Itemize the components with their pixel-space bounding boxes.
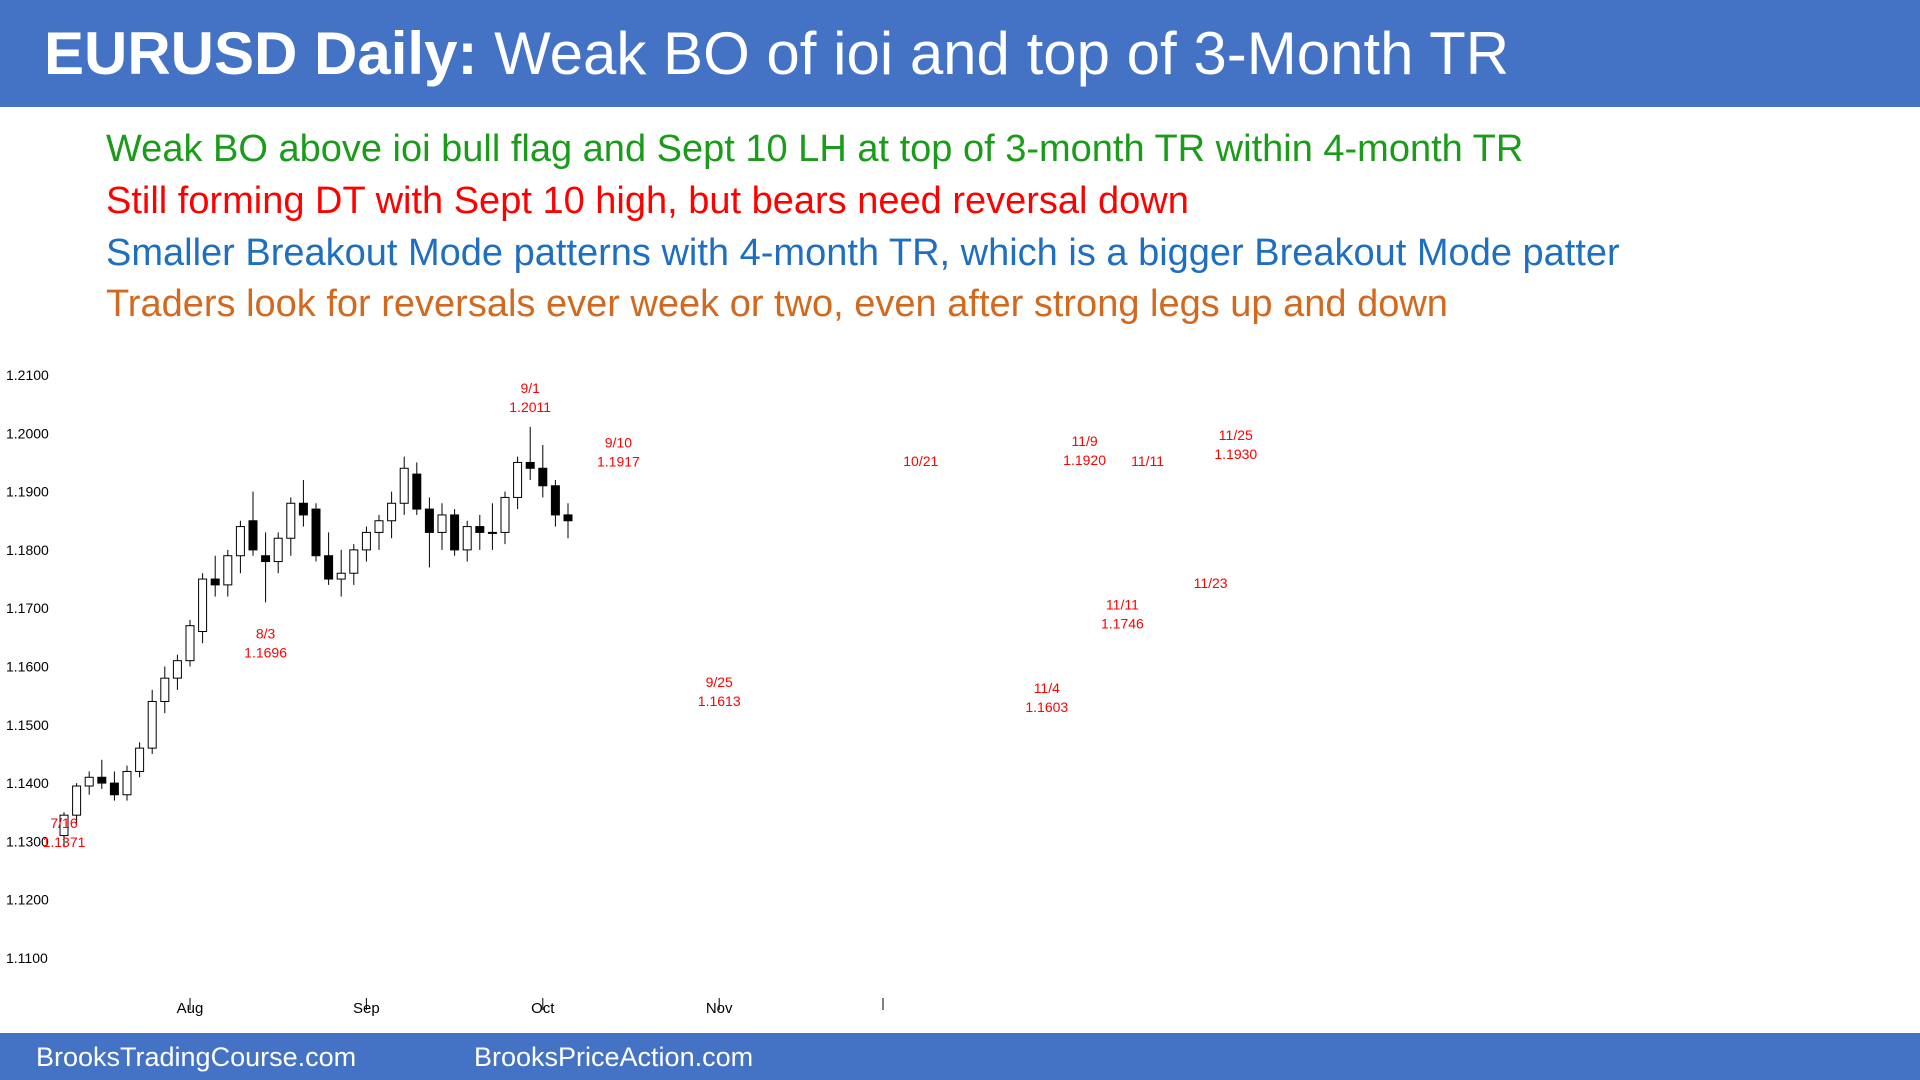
title-rest: Weak BO of ioi and top of 3-Month TR	[477, 20, 1510, 87]
y-tick-label: 1.1800	[6, 542, 49, 558]
annotation-label: 9/10	[605, 435, 632, 451]
annotation-label: 9/25	[706, 674, 733, 690]
y-tick-label: 1.1300	[6, 833, 49, 849]
footer-bar: BrooksTradingCourse.com BrooksPriceActio…	[0, 1033, 1920, 1080]
candle-body	[311, 508, 321, 557]
candle-body	[462, 526, 472, 551]
candle-body	[286, 502, 296, 539]
candle-body	[387, 502, 397, 522]
candle-body	[84, 776, 94, 787]
bullet-2: Still forming DT with Sept 10 high, but …	[106, 180, 1189, 222]
bullet-1: Weak BO above ioi bull flag and Sept 10 …	[106, 128, 1524, 170]
candle-body	[261, 555, 271, 563]
candle-body	[513, 461, 523, 498]
x-tick-label: Oct	[531, 1000, 555, 1017]
annotation-value: 1.1746	[1101, 615, 1144, 631]
y-tick-label: 1.1900	[6, 484, 49, 500]
footer-left-link[interactable]: BrooksTradingCourse.com	[36, 1042, 357, 1072]
annotation-label: 10/21	[903, 453, 938, 469]
annotation-label: 11/23	[1194, 575, 1228, 591]
candle-body	[298, 502, 308, 516]
annotation-value: 1.1613	[698, 693, 741, 709]
annotation-value: 1.1603	[1025, 699, 1068, 715]
y-tick-label: 1.2000	[6, 425, 49, 441]
candle-body	[399, 467, 409, 504]
y-tick-label: 1.1400	[6, 775, 49, 791]
page-title: EURUSD Daily: Weak BO of ioi and top of …	[44, 18, 1509, 90]
annotation-value: 1.1696	[244, 645, 287, 661]
annotation-value: 1.1371	[43, 834, 86, 850]
candle-body	[97, 776, 107, 784]
annotation-label: 9/1	[520, 380, 540, 396]
bullet-4: Traders look for reversals ever week or …	[106, 283, 1448, 325]
candle-body	[475, 526, 485, 533]
annotation-label: 7/16	[50, 815, 77, 831]
candle-body	[223, 555, 233, 586]
candle-body	[185, 625, 195, 662]
candle-body	[59, 814, 69, 837]
title-bold: EURUSD Daily:	[44, 20, 478, 87]
annotation-label: 11/11	[1131, 453, 1164, 469]
annotation-label: 11/11	[1106, 596, 1139, 612]
y-tick-label: 1.1600	[6, 659, 49, 675]
candle-body	[412, 473, 422, 510]
y-tick-label: 1.1500	[6, 717, 49, 733]
bullet-3: Smaller Breakout Mode patterns with 4-mo…	[106, 232, 1620, 274]
annotation-label: 11/9	[1071, 433, 1097, 449]
candle-body	[424, 508, 434, 533]
y-tick-label: 1.1200	[6, 892, 49, 908]
y-tick-label: 1.1100	[6, 950, 48, 966]
candle-body	[72, 785, 82, 816]
y-tick-label: 1.2100	[6, 367, 49, 383]
candle-body	[437, 514, 447, 533]
title-bar: EURUSD Daily: Weak BO of ioi and top of …	[0, 0, 1920, 107]
annotation-label: 8/3	[256, 626, 276, 642]
annotation-value: 1.1920	[1063, 452, 1106, 468]
candle-body	[550, 485, 560, 516]
candle-body	[563, 514, 573, 522]
y-tick-label: 1.1700	[6, 600, 49, 616]
candles	[59, 426, 573, 848]
candle-body	[374, 520, 384, 533]
candle-body	[336, 572, 346, 580]
annotation-label: 11/25	[1219, 427, 1253, 443]
candle-body	[450, 514, 460, 551]
candle-body	[349, 549, 359, 574]
candle-body	[198, 578, 208, 633]
candle-body	[538, 467, 548, 487]
candle-body	[324, 555, 334, 580]
x-tick-label: Nov	[706, 1000, 733, 1017]
candle-body	[160, 677, 170, 702]
footer-right-link[interactable]: BrooksPriceAction.com	[474, 1042, 754, 1072]
candle-body	[172, 660, 182, 679]
candle-body	[135, 747, 145, 772]
candle-body	[235, 526, 245, 557]
candle-body	[525, 461, 535, 469]
y-axis: 1.2100 1.2000 1.1900 1.1800 1.1700 1.1600 1.15…	[6, 367, 49, 966]
x-tick-label: Sep	[353, 1000, 380, 1017]
candle-body	[147, 700, 157, 749]
candle-body	[273, 537, 283, 563]
annotation-value: 1.2011	[509, 399, 551, 415]
candle-body	[487, 531, 497, 534]
annotations: 9/1 1.2011 9/10 1.1917 8/3 1.1696 7/16 1.1371 9/…	[43, 380, 1258, 850]
x-axis: Aug Sep Oct Nov	[177, 998, 884, 1017]
candle-body	[500, 496, 510, 533]
annotation-value: 1.1917	[597, 454, 640, 470]
annotation-value: 1.1930	[1214, 446, 1257, 462]
candle-body	[248, 520, 258, 551]
x-tick-label: Aug	[177, 1000, 204, 1017]
annotation-label: 11/4	[1034, 680, 1060, 696]
candle-body	[122, 770, 132, 796]
candle-body	[210, 578, 220, 586]
candle-body	[361, 531, 371, 551]
candle-body	[109, 782, 119, 796]
